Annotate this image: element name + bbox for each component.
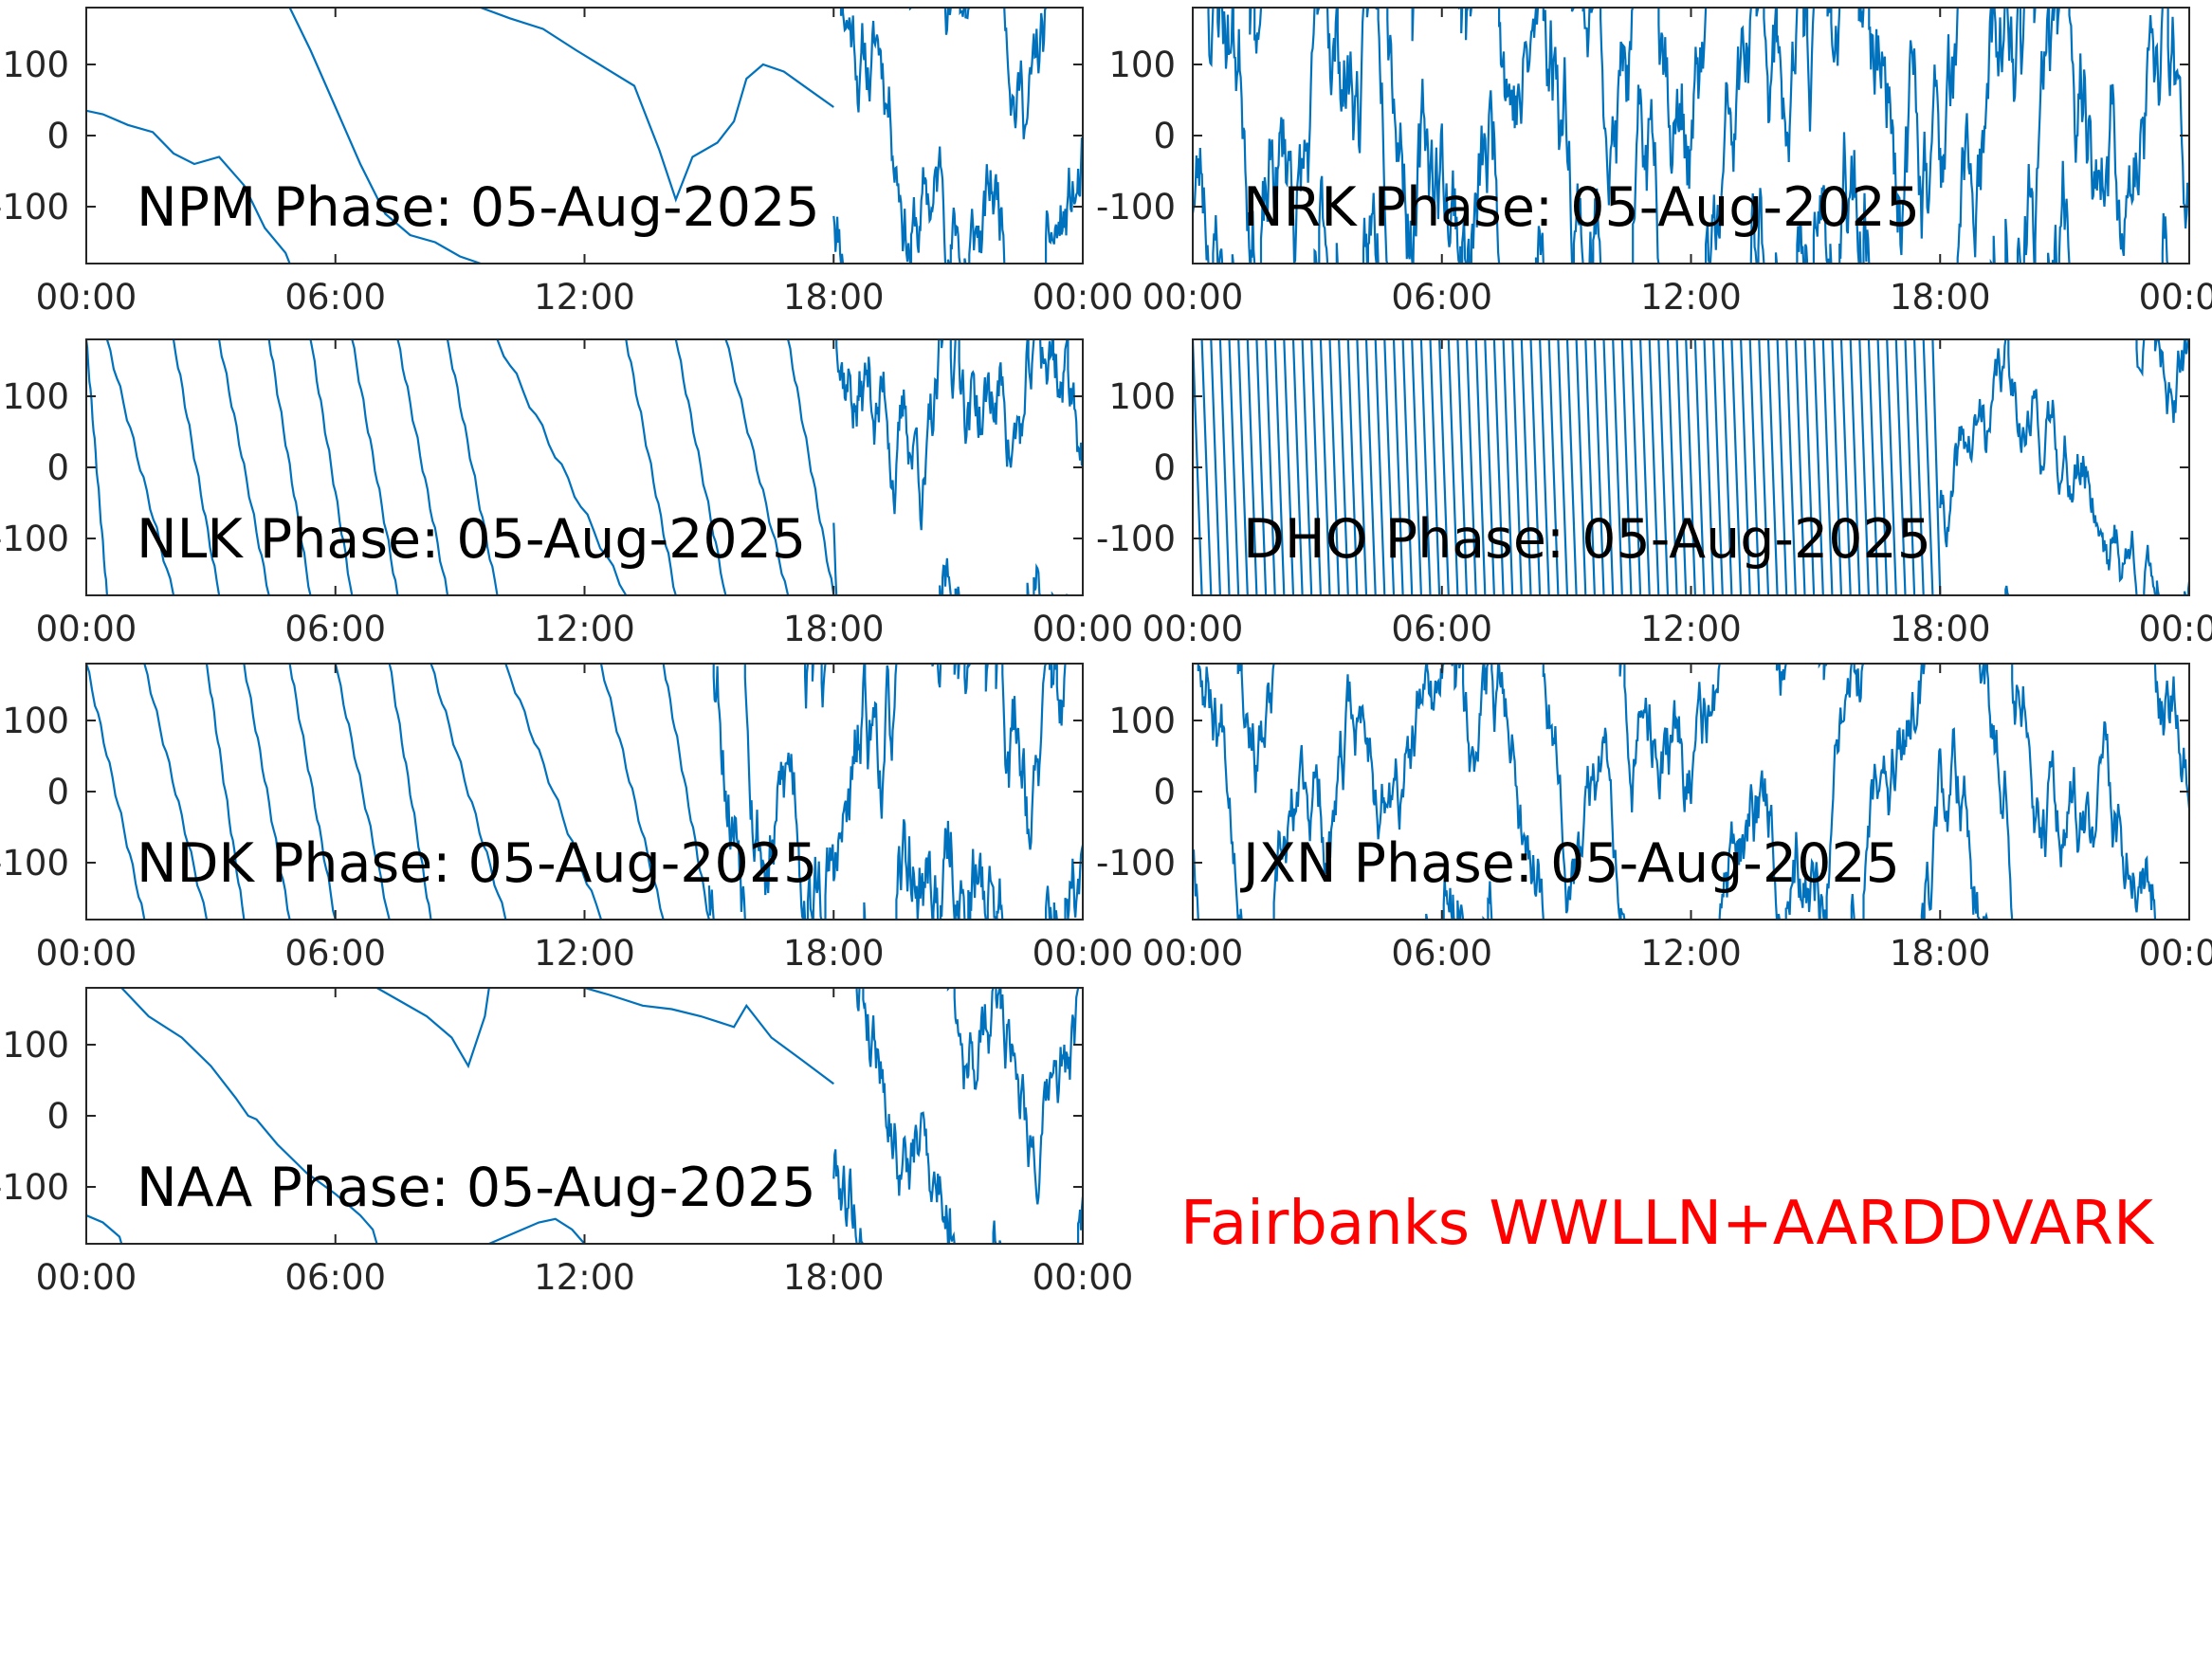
x-tick-label: 12:00 bbox=[1640, 609, 1742, 649]
y-tick-label: 100 bbox=[2, 376, 69, 417]
x-tick-label: 18:00 bbox=[783, 609, 885, 649]
x-tick-label: 00:00 bbox=[2139, 277, 2212, 318]
x-tick-label: 18:00 bbox=[783, 933, 885, 974]
y-tick-label: 100 bbox=[2, 701, 69, 741]
x-tick-label: 00:00 bbox=[1033, 1257, 1134, 1298]
x-tick-label: 06:00 bbox=[284, 1257, 386, 1298]
chart-title: NPM Phase: 05-Aug-2025 bbox=[137, 176, 820, 239]
phase-series-line bbox=[86, 988, 1083, 1244]
phase-series-line bbox=[1193, 8, 2189, 264]
chart-title: NRK Phase: 05-Aug-2025 bbox=[1243, 176, 1920, 239]
y-tick-label: 0 bbox=[46, 116, 69, 156]
x-tick-label: 06:00 bbox=[1391, 933, 1492, 974]
x-tick-label: 00:00 bbox=[1033, 277, 1134, 318]
figure-label: Fairbanks WWLLN+AARDDVARK bbox=[1180, 1189, 2155, 1259]
x-tick-label: 12:00 bbox=[534, 277, 635, 318]
chart-npm: 00:00 06:00 12:00 18:00 00:00 -100 0 100 NPM Pha… bbox=[0, 7, 1134, 318]
chart-title: DHO Phase: 05-Aug-2025 bbox=[1243, 508, 1931, 571]
x-tick-label: 06:00 bbox=[284, 277, 386, 318]
x-tick-label: 00:00 bbox=[2139, 933, 2212, 974]
phase-series-line bbox=[86, 664, 1083, 920]
chart-title: NLK Phase: 05-Aug-2025 bbox=[137, 508, 806, 571]
chart-nrk: 00:00 06:00 12:00 18:00 00:00 -100 0 100 NRK Pha… bbox=[1096, 7, 2212, 318]
x-tick-label: 00:00 bbox=[2139, 609, 2212, 649]
x-tick-label: 00:00 bbox=[1143, 277, 1244, 318]
y-tick-label: -100 bbox=[0, 1167, 69, 1208]
y-tick-label: 0 bbox=[1153, 447, 1176, 488]
y-tick-label: 0 bbox=[1153, 116, 1176, 156]
chart-naa: 00:00 06:00 12:00 18:00 00:00 -100 0 100 NAA Pha… bbox=[0, 987, 1134, 1298]
y-tick-label: 100 bbox=[1108, 376, 1176, 417]
x-tick-label: 18:00 bbox=[783, 1257, 885, 1298]
chart-title: JXN Phase: 05-Aug-2025 bbox=[1240, 832, 1900, 895]
chart-title: NDK Phase: 05-Aug-2025 bbox=[137, 832, 817, 895]
x-tick-label: 12:00 bbox=[1640, 277, 1742, 318]
y-tick-label: 0 bbox=[46, 447, 69, 488]
x-tick-label: 12:00 bbox=[534, 933, 635, 974]
x-tick-label: 06:00 bbox=[284, 609, 386, 649]
x-tick-label: 00:00 bbox=[36, 933, 137, 974]
x-tick-label: 00:00 bbox=[36, 609, 137, 649]
y-tick-label: -100 bbox=[0, 187, 69, 228]
x-tick-label: 00:00 bbox=[1033, 609, 1134, 649]
y-tick-label: 0 bbox=[46, 772, 69, 812]
x-tick-label: 06:00 bbox=[284, 933, 386, 974]
y-tick-label: -100 bbox=[1096, 187, 1176, 228]
y-tick-label: -100 bbox=[0, 843, 69, 884]
y-tick-label: 0 bbox=[1153, 772, 1176, 812]
chart-ndk: 00:00 06:00 12:00 18:00 00:00 -100 0 100 NDK Pha… bbox=[0, 663, 1134, 974]
y-tick-label: 100 bbox=[2, 1025, 69, 1066]
x-tick-label: 00:00 bbox=[36, 277, 137, 318]
x-tick-label: 00:00 bbox=[1033, 933, 1134, 974]
y-tick-label: -100 bbox=[0, 519, 69, 559]
y-tick-label: 100 bbox=[2, 45, 69, 85]
x-tick-label: 06:00 bbox=[1391, 609, 1492, 649]
x-tick-label: 12:00 bbox=[1640, 933, 1742, 974]
x-tick-label: 18:00 bbox=[1890, 277, 1991, 318]
x-tick-label: 00:00 bbox=[36, 1257, 137, 1298]
x-tick-label: 06:00 bbox=[1391, 277, 1492, 318]
y-tick-label: -100 bbox=[1096, 843, 1176, 884]
x-tick-label: 18:00 bbox=[1890, 933, 1991, 974]
x-tick-label: 12:00 bbox=[534, 1257, 635, 1298]
chart-title: NAA Phase: 05-Aug-2025 bbox=[137, 1157, 816, 1219]
y-tick-label: 0 bbox=[46, 1096, 69, 1137]
phase-series-line bbox=[86, 8, 1083, 264]
chart-panels: 00:00 06:00 12:00 18:00 00:00 -100 0 100 NPM Pha… bbox=[0, 7, 2212, 1298]
x-tick-label: 18:00 bbox=[783, 277, 885, 318]
x-tick-label: 18:00 bbox=[1890, 609, 1991, 649]
x-tick-label: 00:00 bbox=[1143, 609, 1244, 649]
chart-dho: 00:00 06:00 12:00 18:00 00:00 -100 0 100 DHO Pha… bbox=[1096, 338, 2212, 649]
y-tick-label: 100 bbox=[1108, 701, 1176, 741]
chart-nlk: 00:00 06:00 12:00 18:00 00:00 -100 0 100 NLK Pha… bbox=[0, 338, 1134, 649]
y-tick-label: 100 bbox=[1108, 45, 1176, 85]
x-tick-label: 12:00 bbox=[534, 609, 635, 649]
y-tick-label: -100 bbox=[1096, 519, 1176, 559]
chart-jxn: 00:00 06:00 12:00 18:00 00:00 -100 0 100 JXN Pha… bbox=[1096, 663, 2212, 974]
phase-series-line bbox=[1193, 664, 2189, 920]
phase-series-line bbox=[86, 339, 1083, 595]
x-tick-label: 00:00 bbox=[1143, 933, 1244, 974]
